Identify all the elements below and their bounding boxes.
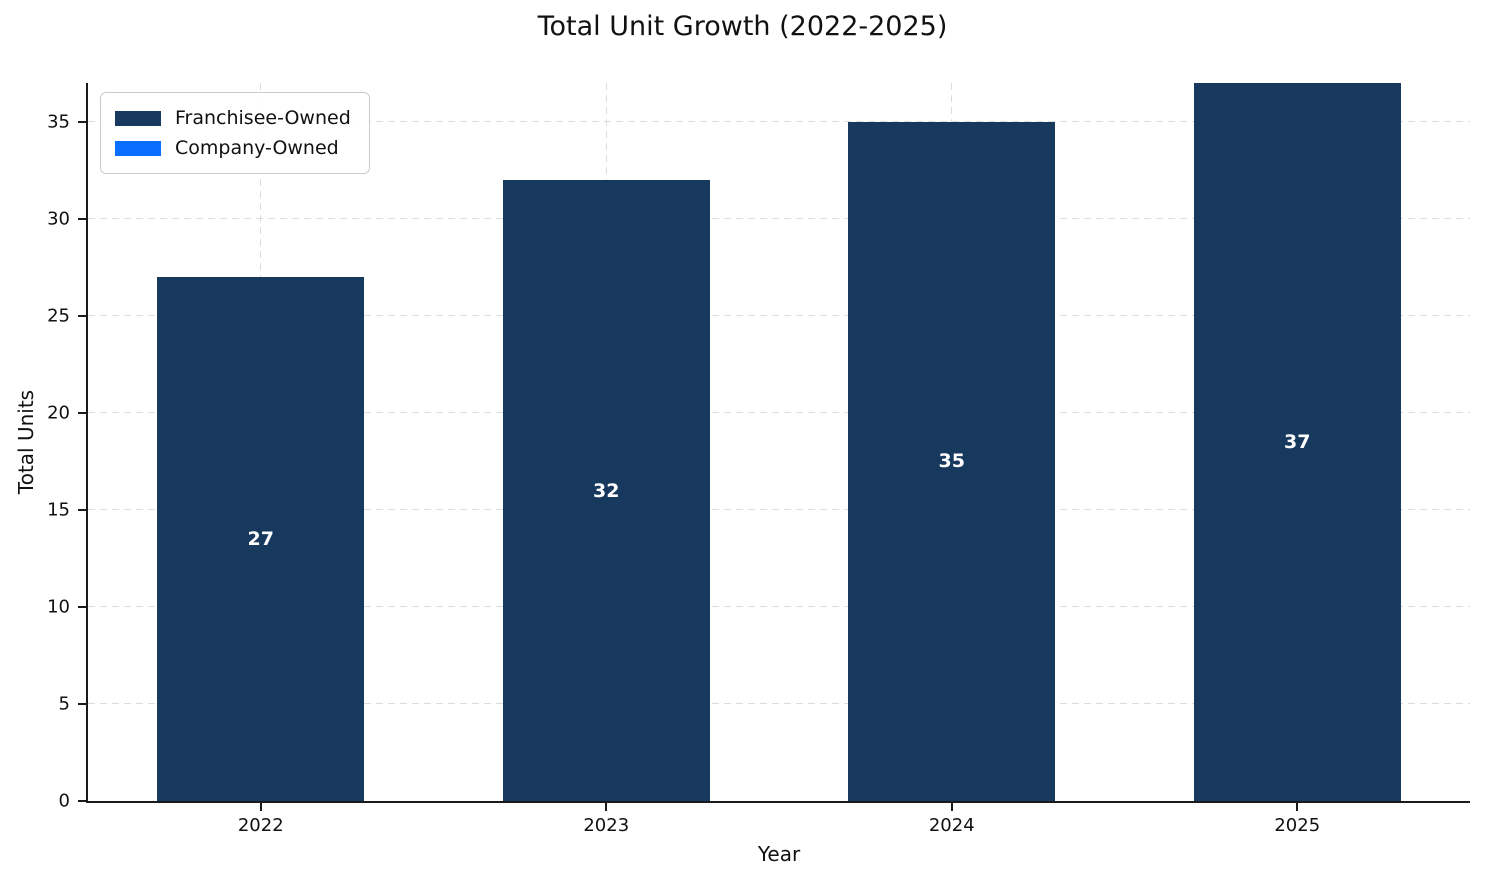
y-tick-label: 15 [47,499,70,521]
h-gridline [88,121,1470,123]
x-tick-label: 2024 [928,815,975,836]
x-tick-mark [950,803,953,811]
x-tick-mark [1296,803,1299,811]
bar-franchisee-owned-2024 [848,121,1056,801]
legend-label: Franchisee-Owned [175,107,351,129]
h-gridline [88,703,1470,705]
x-tick-mark [605,803,608,811]
x-axis-spine [86,801,1470,803]
x-tick-label: 2022 [237,815,284,836]
x-tick-mark [259,803,262,811]
y-tick-label: 5 [58,693,70,715]
legend-item-franchisee-owned: Franchisee-Owned [113,103,353,133]
bar-franchisee-owned-2023 [502,180,710,801]
y-tick-label: 10 [47,596,70,618]
x-axis-label: Year [757,842,801,866]
y-tick-mark [78,120,86,123]
y-tick-label: 20 [47,402,70,424]
bar-franchisee-owned-2022 [157,277,365,801]
y-tick-mark [78,800,86,802]
bar-value-label: 32 [593,479,620,502]
y-tick-mark [78,217,86,220]
y-tick-mark [78,314,86,317]
bar-value-label: 27 [247,528,274,551]
y-tick-label: 25 [47,305,70,327]
bar-franchisee-owned-2025 [1193,83,1401,801]
h-gridline [88,412,1470,414]
h-gridline [88,606,1470,608]
h-gridline [88,218,1470,220]
y-tick-mark [78,702,86,705]
legend-swatch [115,110,161,126]
y-axis-spine [86,83,88,801]
x-tick-label: 2025 [1274,815,1321,836]
chart-title: Total Unit Growth (2022-2025) [537,11,948,42]
h-gridline [88,315,1470,317]
h-gridline [88,509,1470,511]
y-tick-label: 35 [47,111,70,133]
x-tick-label: 2023 [583,815,630,836]
y-tick-label: 0 [58,790,70,812]
legend-label: Company-Owned [175,137,339,159]
bar-value-label: 35 [938,450,965,473]
y-tick-mark [78,508,86,511]
y-tick-label: 30 [47,208,70,230]
legend-item-company-owned: Company-Owned [113,133,353,163]
y-tick-mark [78,411,86,414]
legend: Franchisee-Owned Company-Owned [100,92,370,174]
legend-swatch [115,140,161,156]
plot-area: 27 32 35 37 0 5 10 15 20 25 30 35 2022 2023 2024 2025… [47,83,1470,836]
y-tick-mark [78,605,86,608]
bar-value-label: 37 [1284,431,1311,453]
